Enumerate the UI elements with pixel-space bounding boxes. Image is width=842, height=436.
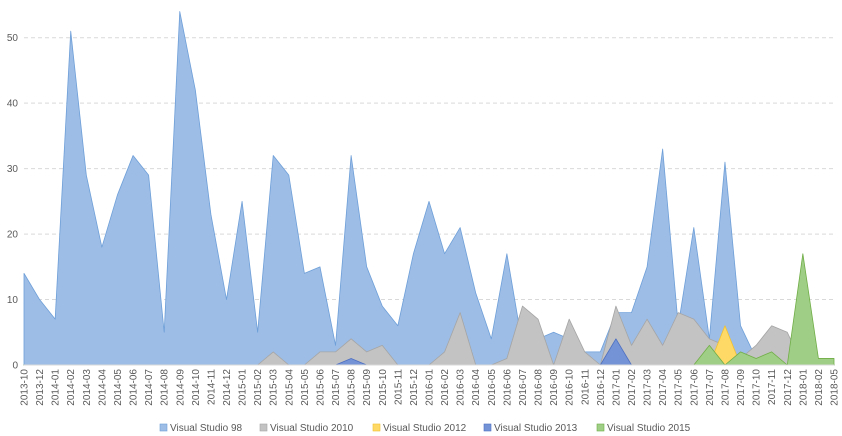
x-tick-label: 2013-12 [35, 369, 46, 406]
x-tick-label: 2015-02 [253, 369, 264, 406]
legend-swatch [596, 423, 605, 432]
x-tick-label: 2016-09 [549, 369, 560, 406]
x-tick-label: 2016-06 [502, 369, 513, 406]
x-tick-label: 2014-06 [129, 369, 140, 406]
x-tick-label: 2017-10 [752, 369, 763, 406]
legend-item: Visual Studio 2013 [483, 423, 578, 434]
x-tick-label: 2016-01 [425, 369, 436, 406]
x-tick-label: 2017-12 [783, 369, 794, 406]
x-tick-label: 2018-01 [798, 369, 809, 406]
x-tick-label: 2015-03 [269, 369, 280, 406]
x-tick-label: 2016-04 [471, 369, 482, 406]
y-tick-label: 10 [7, 295, 19, 306]
x-tick-label: 2017-08 [720, 369, 731, 406]
legend-label: Visual Studio 2012 [383, 423, 467, 434]
x-tick-label: 2014-01 [51, 369, 62, 406]
y-tick-label: 0 [12, 361, 18, 372]
legend-swatch [483, 423, 492, 432]
x-tick-label: 2017-01 [611, 369, 622, 406]
x-tick-label: 2017-05 [674, 369, 685, 406]
x-tick-label: 2015-01 [238, 369, 249, 406]
x-tick-label: 2014-07 [144, 369, 155, 406]
legend-item: Visual Studio 2015 [596, 423, 691, 434]
x-tick-label: 2017-06 [689, 369, 700, 406]
x-tick-label: 2015-12 [409, 369, 420, 406]
x-tick-label: 2015-09 [362, 369, 373, 406]
x-tick-label: 2017-04 [658, 369, 669, 406]
x-tick-label: 2016-11 [580, 369, 591, 405]
legend-label: Visual Studio 2013 [494, 423, 578, 434]
legend-label: Visual Studio 2010 [270, 423, 354, 434]
x-tick-label: 2015-07 [331, 369, 342, 406]
x-tick-label: 2016-07 [518, 369, 529, 406]
x-tick-label: 2015-08 [347, 369, 358, 406]
x-tick-label: 2018-05 [830, 369, 841, 406]
x-tick-label: 2014-08 [160, 369, 171, 406]
x-tick-label: 2014-09 [175, 369, 186, 406]
x-tick-label: 2016-03 [456, 369, 467, 406]
x-tick-label: 2017-02 [627, 369, 638, 406]
x-tick-label: 2014-02 [66, 369, 77, 406]
x-tick-label: 2018-02 [814, 369, 825, 406]
x-tick-label: 2014-03 [82, 369, 93, 406]
series-area-0 [23, 11, 835, 366]
legend-swatch [372, 423, 381, 432]
x-tick-label: 2016-02 [440, 369, 451, 406]
x-tick-label: 2014-10 [191, 369, 202, 406]
legend-swatch [159, 423, 168, 432]
x-tick-label: 2015-05 [300, 369, 311, 406]
x-tick-label: 2015-04 [284, 369, 295, 406]
legend-swatch [259, 423, 268, 432]
x-tick-label: 2017-11 [767, 369, 778, 405]
x-tick-label: 2014-11 [206, 369, 217, 405]
x-tick-label: 2015-10 [378, 369, 389, 406]
x-tick-label: 2016-12 [596, 369, 607, 406]
y-tick-label: 20 [7, 230, 19, 241]
x-tick-label: 2015-11 [393, 369, 404, 405]
legend-label: Visual Studio 98 [170, 423, 243, 434]
legend-label: Visual Studio 2015 [607, 423, 691, 434]
x-tick-label: 2017-03 [643, 369, 654, 406]
x-tick-label: 2017-09 [736, 369, 747, 406]
x-tick-label: 2013-10 [20, 369, 31, 406]
legend-item: Visual Studio 2010 [259, 423, 354, 434]
x-tick-label: 2014-05 [113, 369, 124, 406]
x-tick-label: 2017-07 [705, 369, 716, 406]
x-tick-label: 2014-04 [97, 369, 108, 406]
x-tick-label: 2016-05 [487, 369, 498, 406]
x-tick-label: 2016-08 [534, 369, 545, 406]
y-tick-label: 30 [7, 164, 19, 175]
x-tick-label: 2014-12 [222, 369, 233, 406]
y-tick-label: 50 [7, 33, 19, 44]
legend-item: Visual Studio 2012 [372, 423, 467, 434]
y-tick-label: 40 [7, 99, 19, 110]
legend-item: Visual Studio 98 [159, 423, 243, 434]
x-tick-label: 2015-06 [315, 369, 326, 406]
x-tick-label: 2016-10 [565, 369, 576, 406]
